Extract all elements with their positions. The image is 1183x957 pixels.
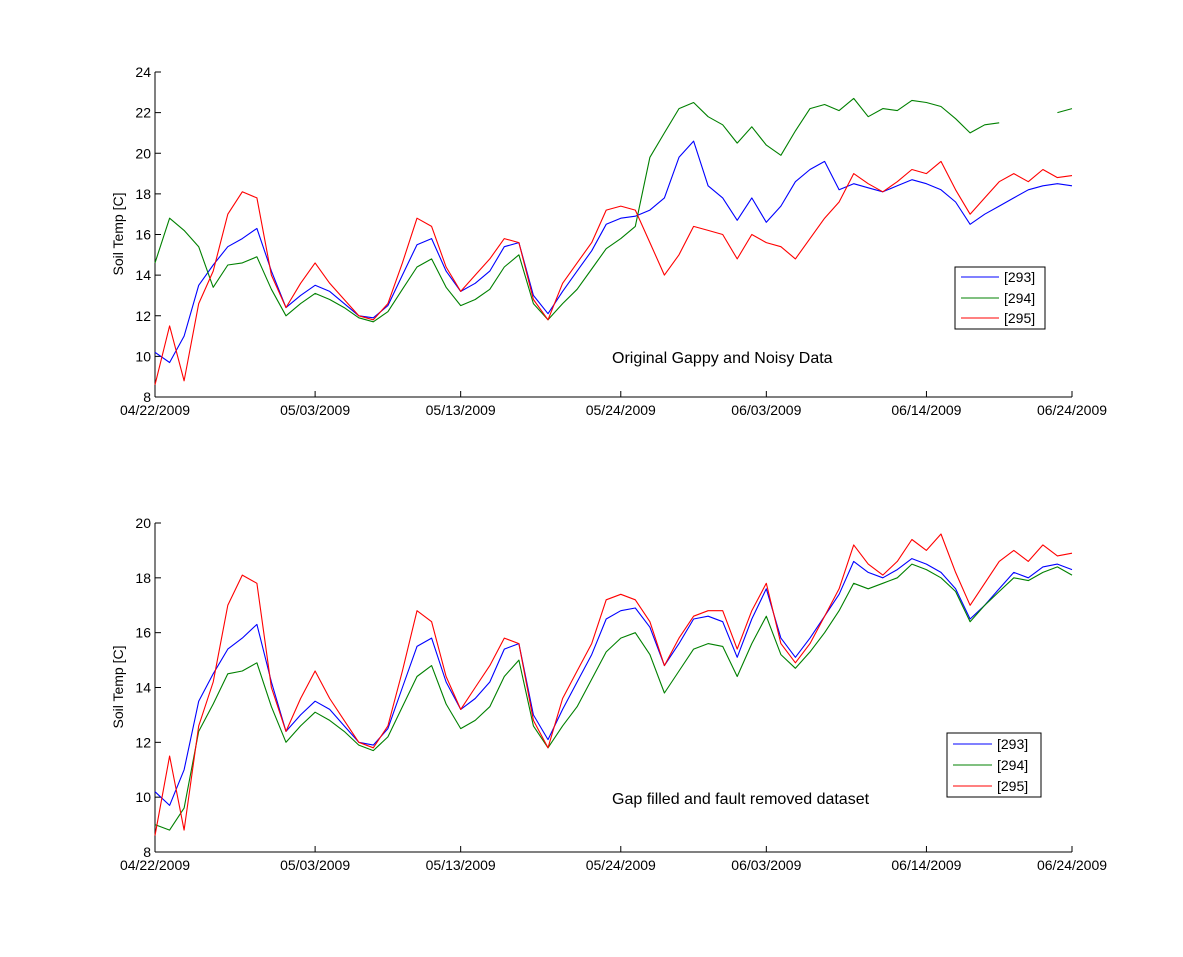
x-tick-label: 04/22/2009 bbox=[120, 857, 190, 873]
x-ticks: 04/22/2009 05/03/2009 05/13/2009 05/24/2009… bbox=[120, 391, 1107, 418]
y-tick-label: 8 bbox=[143, 844, 151, 860]
y-tick-label: 16 bbox=[135, 227, 151, 243]
legend: [293] [294] [295] bbox=[954, 266, 1046, 330]
series-line-293 bbox=[154, 558, 1073, 806]
x-ticks: 04/22/2009 05/03/2009 05/13/2009 05/24/2009… bbox=[120, 846, 1107, 873]
series-line-294 bbox=[154, 97, 1073, 323]
legend-item: [294] bbox=[953, 757, 1028, 773]
x-tick-label: 06/24/2009 bbox=[1037, 857, 1107, 873]
x-tick-label: 05/24/2009 bbox=[586, 857, 656, 873]
y-tick-label: 20 bbox=[135, 515, 151, 531]
y-ticks: 8 10 12 14 16 18 20 22 24 bbox=[135, 64, 161, 405]
x-tick-label: 05/03/2009 bbox=[280, 402, 350, 418]
y-tick-label: 8 bbox=[143, 389, 151, 405]
x-tick-label: 05/24/2009 bbox=[586, 402, 656, 418]
legend-label: [294] bbox=[997, 757, 1028, 773]
y-tick-label: 14 bbox=[135, 680, 151, 696]
y-tick-label: 16 bbox=[135, 625, 151, 641]
x-tick-label: 05/13/2009 bbox=[426, 857, 496, 873]
x-tick-label: 04/22/2009 bbox=[120, 402, 190, 418]
chart-panel-original: 8 10 12 14 16 18 20 22 24 04/22/2009 05/03/2009 05… bbox=[110, 64, 1107, 418]
y-tick-label: 12 bbox=[135, 308, 151, 324]
y-tick-label: 20 bbox=[135, 145, 151, 161]
legend-label: [293] bbox=[1004, 269, 1035, 285]
chart-annotation: Gap filled and fault removed dataset bbox=[612, 791, 870, 808]
y-tick-label: 10 bbox=[135, 348, 151, 364]
chart-annotation: Original Gappy and Noisy Data bbox=[612, 350, 833, 367]
y-ticks: 8 10 12 14 16 18 20 bbox=[135, 515, 161, 860]
y-tick-label: 24 bbox=[135, 64, 151, 80]
legend-item: [293] bbox=[953, 736, 1028, 752]
x-tick-label: 05/13/2009 bbox=[426, 402, 496, 418]
legend-item: [293] bbox=[961, 269, 1035, 285]
series-group bbox=[154, 97, 1073, 385]
legend-item: [295] bbox=[953, 778, 1028, 794]
y-tick-label: 14 bbox=[135, 267, 151, 283]
legend: [293] [294] [295] bbox=[946, 732, 1042, 798]
y-tick-label: 18 bbox=[135, 570, 151, 586]
legend-label: [295] bbox=[997, 778, 1028, 794]
series-group bbox=[154, 533, 1073, 836]
legend-label: [293] bbox=[997, 736, 1028, 752]
x-tick-label: 06/14/2009 bbox=[891, 857, 961, 873]
legend-item: [294] bbox=[961, 290, 1035, 306]
x-tick-label: 06/14/2009 bbox=[891, 402, 961, 418]
legend-item: [295] bbox=[961, 310, 1035, 326]
series-line-295 bbox=[154, 533, 1073, 836]
y-axis-label: Soil Temp [C] bbox=[110, 193, 126, 276]
y-tick-label: 22 bbox=[135, 105, 151, 121]
y-tick-label: 18 bbox=[135, 186, 151, 202]
y-tick-label: 10 bbox=[135, 789, 151, 805]
x-tick-label: 06/24/2009 bbox=[1037, 402, 1107, 418]
y-tick-label: 12 bbox=[135, 734, 151, 750]
series-line-295 bbox=[154, 160, 1073, 385]
x-tick-label: 05/03/2009 bbox=[280, 857, 350, 873]
series-line-294 bbox=[154, 563, 1073, 831]
legend-label: [295] bbox=[1004, 310, 1035, 326]
x-tick-label: 06/03/2009 bbox=[731, 857, 801, 873]
chart-panel-filled: 8 10 12 14 16 18 20 04/22/2009 05/03/2009 05/13/… bbox=[110, 515, 1107, 873]
series-line-293 bbox=[154, 140, 1073, 364]
legend-label: [294] bbox=[1004, 290, 1035, 306]
y-axis-label: Soil Temp [C] bbox=[110, 646, 126, 729]
x-tick-label: 06/03/2009 bbox=[731, 402, 801, 418]
